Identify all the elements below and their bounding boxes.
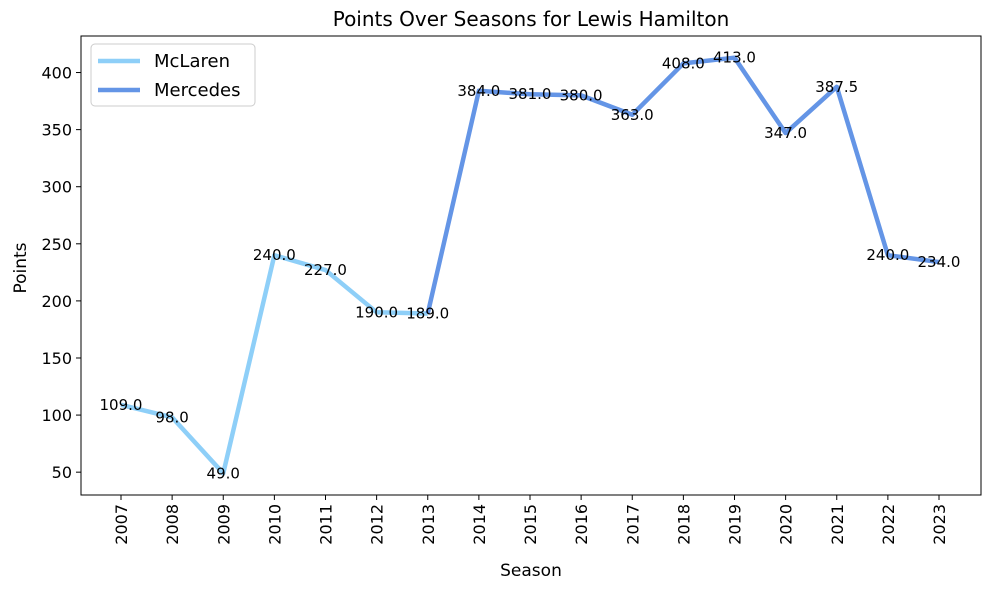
legend-label-mclaren: McLaren xyxy=(154,51,230,72)
x-tick-label: 2008 xyxy=(163,504,182,545)
data-labels: 109.0 98.0 49.0 240.0 227.0 190.0 189.0 384.0 38… xyxy=(100,49,961,483)
data-label: 413.0 xyxy=(713,49,756,67)
y-tick-label: 200 xyxy=(41,292,72,311)
y-tick-label: 300 xyxy=(41,178,72,197)
data-label: 408.0 xyxy=(662,54,705,72)
y-axis: 50 100 150 200 250 300 350 400 xyxy=(41,64,81,482)
x-axis-label: Season xyxy=(500,561,562,581)
x-tick-label: 2014 xyxy=(470,504,489,545)
series-lines xyxy=(120,55,940,476)
x-tick-label: 2022 xyxy=(879,504,898,545)
x-tick-label: 2017 xyxy=(623,504,642,545)
x-axis: 2007 2008 2009 2010 2011 2012 2013 2014 2015 2016… xyxy=(112,495,949,545)
plot-area xyxy=(80,35,982,496)
y-tick-label: 350 xyxy=(41,121,72,140)
data-label: 190.0 xyxy=(355,303,398,321)
data-label: 363.0 xyxy=(611,106,654,124)
x-tick-label: 2010 xyxy=(265,504,284,545)
x-tick-label: 2019 xyxy=(726,504,745,545)
data-label: 384.0 xyxy=(457,82,500,100)
data-label: 227.0 xyxy=(304,261,347,279)
x-tick-label: 2016 xyxy=(572,504,591,545)
y-tick-label: 150 xyxy=(41,349,72,368)
data-label: 381.0 xyxy=(509,85,552,103)
x-tick-label: 2015 xyxy=(521,504,540,545)
x-tick-label: 2009 xyxy=(214,504,233,545)
data-label: 49.0 xyxy=(207,464,240,482)
y-tick-label: 50 xyxy=(52,463,72,482)
series-line-mercedes xyxy=(425,55,940,314)
data-label: 380.0 xyxy=(560,86,603,104)
y-tick-label: 400 xyxy=(41,64,72,83)
x-tick-label: 2007 xyxy=(112,504,131,545)
x-tick-label: 2011 xyxy=(317,504,336,545)
data-label: 189.0 xyxy=(406,304,449,322)
x-tick-label: 2023 xyxy=(930,504,949,545)
x-tick-label: 2020 xyxy=(777,504,796,545)
x-tick-label: 2021 xyxy=(828,504,847,545)
data-label: 240.0 xyxy=(253,246,296,264)
x-tick-label: 2018 xyxy=(674,504,693,545)
legend-label-mercedes: Mercedes xyxy=(154,80,240,101)
y-tick-label: 250 xyxy=(41,235,72,254)
data-label: 240.0 xyxy=(866,246,909,264)
x-tick-label: 2013 xyxy=(419,504,438,545)
data-label: 347.0 xyxy=(764,124,807,142)
data-label: 387.5 xyxy=(815,78,858,96)
data-label: 109.0 xyxy=(100,396,143,414)
legend: McLaren Mercedes xyxy=(90,43,256,107)
data-label: 234.0 xyxy=(918,253,961,271)
y-tick-label: 100 xyxy=(41,406,72,425)
y-axis-label: Points xyxy=(11,242,31,293)
x-tick-label: 2012 xyxy=(368,504,387,545)
chart-title: Points Over Seasons for Lewis Hamilton xyxy=(333,7,730,31)
data-label: 98.0 xyxy=(155,408,188,426)
series-line-mclaren xyxy=(120,252,428,476)
